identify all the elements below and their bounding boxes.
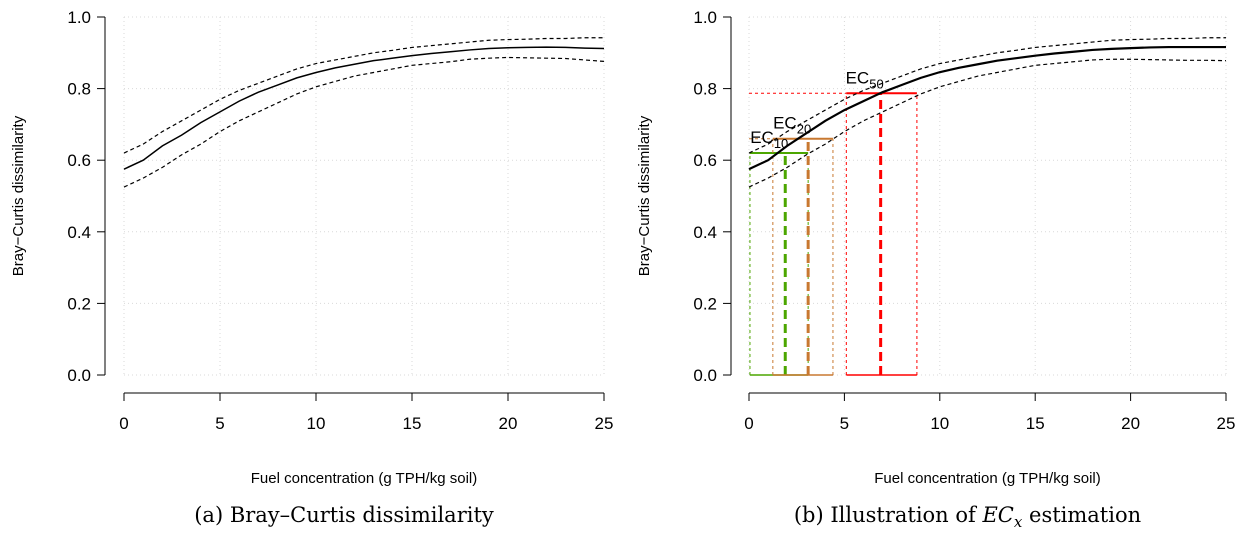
x-tick-label: 20 (1121, 414, 1140, 433)
y-tick-label: 0.2 (693, 294, 717, 313)
x-tick-label: 25 (1217, 414, 1236, 433)
y-tick-label: 0.4 (693, 223, 717, 242)
ec-label-text: EC (750, 128, 774, 147)
line-series (748, 58, 1227, 188)
x-tick-label: 0 (744, 414, 753, 433)
x-tick-label: 0 (119, 414, 128, 433)
x-axis-title: Fuel concentration (g TPH/kg soil) (251, 470, 478, 487)
caption-text: (a) Bray–Curtis dissimilarity (194, 503, 494, 527)
caption-math: EC (981, 503, 1013, 527)
y-tick-label: 0.8 (693, 80, 717, 99)
x-tick-label: 10 (307, 414, 326, 433)
line-series (748, 37, 1226, 154)
y-tick-label: 0.0 (693, 366, 717, 385)
x-tick-label: 5 (215, 414, 224, 433)
y-axis-title: Bray−Curtis dissimilarity (636, 115, 653, 276)
x-tick-label: 10 (930, 414, 949, 433)
ec-label-text: EC (773, 114, 797, 133)
x-tick-label: 5 (840, 414, 849, 433)
y-tick-label: 1.0 (693, 8, 717, 27)
x-axis-title: Fuel concentration (g TPH/kg soil) (874, 470, 1101, 487)
caption: (b) Illustration of ECx estimation (794, 503, 1141, 531)
ec-label-text: EC (846, 68, 870, 87)
ec-label: EC10 (750, 128, 788, 151)
ec-label-subscript: 10 (774, 136, 788, 151)
y-tick-label: 0.2 (67, 294, 91, 313)
ec-label-subscript: 50 (869, 76, 883, 91)
x-tick-label: 15 (1026, 414, 1045, 433)
y-axis-title: Bray−Curtis dissimilarity (10, 115, 27, 276)
caption-math-subscript: x (1014, 513, 1023, 531)
caption: (a) Bray–Curtis dissimilarity (194, 503, 494, 527)
ec-label: EC50 (846, 68, 884, 91)
ec-label-subscript: 20 (797, 122, 811, 137)
y-tick-label: 0.4 (67, 223, 91, 242)
y-tick-label: 0.0 (67, 366, 91, 385)
y-tick-label: 0.6 (67, 151, 91, 170)
caption-text: (b) Illustration of (794, 503, 983, 527)
y-tick-label: 0.8 (67, 80, 91, 99)
y-tick-label: 0.6 (693, 151, 717, 170)
line-series (123, 56, 605, 188)
y-tick-label: 1.0 (67, 8, 91, 27)
line-series (123, 46, 605, 170)
x-tick-label: 25 (595, 414, 614, 433)
line-series (123, 37, 604, 154)
line-series (748, 45, 1226, 171)
ec-label: EC20 (773, 114, 811, 137)
caption-after: estimation (1022, 503, 1141, 527)
x-tick-label: 20 (499, 414, 518, 433)
x-tick-label: 15 (403, 414, 422, 433)
